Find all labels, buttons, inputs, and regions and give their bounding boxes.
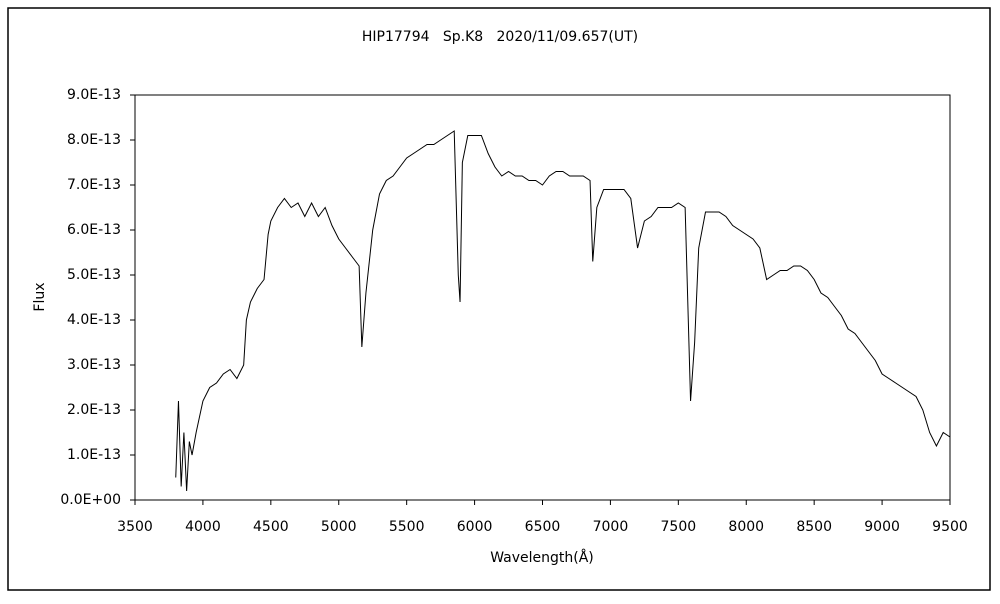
y-tick-label: 2.0E-13 xyxy=(67,402,121,418)
x-tick-label: 8000 xyxy=(728,519,764,535)
x-axis-label: Wavelength(Å) xyxy=(490,549,594,566)
y-tick-label: 8.0E-13 xyxy=(67,132,121,148)
x-tick-label: 6000 xyxy=(457,519,493,535)
x-tick-label: 9000 xyxy=(864,519,900,535)
chart-frame xyxy=(7,7,991,591)
x-tick-label: 9500 xyxy=(932,519,968,535)
chart-title: HIP17794 Sp.K8 2020/11/09.657(UT) xyxy=(362,29,638,45)
x-tick-label: 6500 xyxy=(525,519,561,535)
y-tick-label: 1.0E-13 xyxy=(67,447,121,463)
spectrum-line xyxy=(175,130,951,492)
x-tick-label: 5500 xyxy=(389,519,425,535)
x-tick-label: 7000 xyxy=(593,519,629,535)
y-tick-label: 5.0E-13 xyxy=(67,267,121,283)
y-tick-label: 7.0E-13 xyxy=(67,177,121,193)
y-tick-label: 4.0E-13 xyxy=(67,312,121,328)
x-tick-label: 8500 xyxy=(796,519,832,535)
y-tick-label: 6.0E-13 xyxy=(67,222,121,238)
y-tick-label: 9.0E-13 xyxy=(67,87,121,103)
x-tick-label: 7500 xyxy=(661,519,697,535)
x-tick-label: 4000 xyxy=(185,519,221,535)
y-tick-label: 0.0E+00 xyxy=(60,492,121,508)
x-tick-label: 4500 xyxy=(253,519,289,535)
x-tick-label: 3500 xyxy=(117,519,153,535)
x-tick-label: 5000 xyxy=(321,519,357,535)
y-tick-label: 3.0E-13 xyxy=(67,357,121,373)
y-axis-label: Flux xyxy=(32,282,48,311)
